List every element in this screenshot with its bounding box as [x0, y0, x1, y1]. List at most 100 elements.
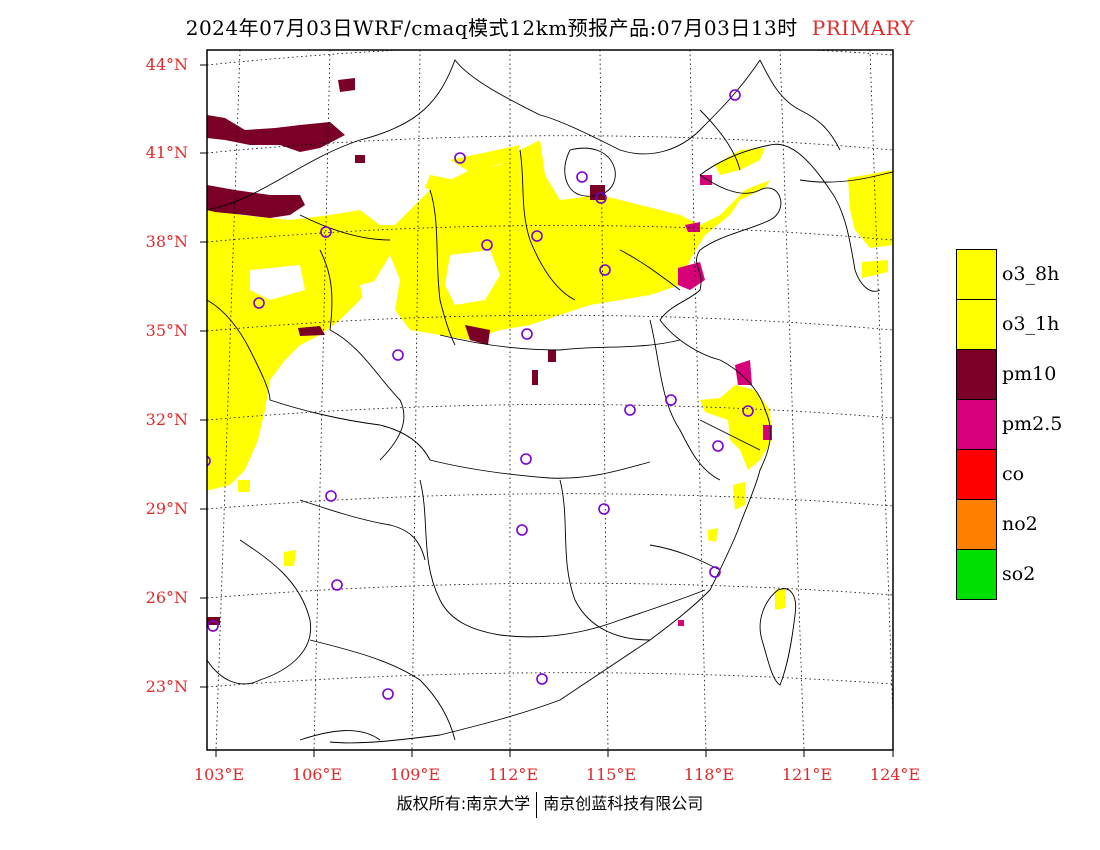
- prov-anhui: [649, 319, 721, 481]
- pm10-patch-5: [465, 325, 490, 345]
- station-marker: [595, 192, 607, 204]
- prov-jiangxi: [559, 479, 651, 641]
- station-marker: [207, 455, 211, 467]
- o3-region-fujian: [708, 528, 718, 542]
- hainan-hint: [299, 730, 381, 741]
- station-marker: [729, 89, 741, 101]
- station-marker: [576, 171, 588, 183]
- pm10-region-mongolia-north: [207, 115, 345, 152]
- station-marker: [392, 349, 404, 361]
- legend-item-so2: so2: [956, 549, 1096, 600]
- station-marker: [598, 503, 610, 515]
- copyright-owner: 版权所有:南京大学: [396, 794, 531, 813]
- station-marker: [320, 226, 332, 238]
- o3-region-taiwan: [775, 588, 785, 610]
- legend-swatch: [956, 349, 997, 400]
- lat-label: 44°N: [145, 55, 188, 74]
- prov-jiangsu-zhejiang: [699, 419, 761, 451]
- prov-hebei: [519, 149, 576, 301]
- lat-label: 38°N: [145, 232, 188, 251]
- legend-swatch: [956, 399, 997, 450]
- prov-yunnan: [207, 539, 312, 685]
- prov-guangxi-coast: [309, 639, 456, 741]
- lat-label: 29°N: [145, 499, 188, 518]
- legend-item-pm25: pm2.5: [956, 399, 1096, 450]
- prov-henan-hubei: [439, 334, 681, 351]
- lat-label: 41°N: [145, 143, 188, 162]
- o3-region-north-patch: [425, 175, 455, 195]
- station-marker: [520, 453, 532, 465]
- prov-qinghai-gansu: [207, 299, 271, 401]
- axis-ticks: [200, 64, 894, 757]
- prov-jilin: [759, 59, 841, 151]
- prov-liaoning: [699, 109, 741, 171]
- pm25-patch-1: [685, 222, 700, 232]
- pm10-patch-6: [548, 350, 556, 362]
- lon-label: 112°E: [487, 765, 539, 784]
- station-marker: [624, 404, 636, 416]
- pm25-region-jiangsu: [735, 360, 752, 385]
- prov-fujian: [649, 544, 721, 571]
- station-marker: [709, 566, 721, 578]
- pm25-region-shanghai: [763, 425, 772, 440]
- prov-guangdong: [499, 589, 706, 638]
- taiwan-island: [759, 588, 797, 686]
- lat-label: 35°N: [145, 321, 188, 340]
- station-marker: [331, 579, 343, 591]
- lat-label: 32°N: [145, 410, 188, 429]
- pm10-patch-7: [532, 370, 538, 385]
- station-marker: [481, 239, 493, 251]
- prov-shanxi: [429, 189, 456, 346]
- legend-item-co: co: [956, 449, 1096, 500]
- prov-shaanxi: [329, 329, 405, 461]
- national-border-north: [207, 59, 761, 211]
- o3-region-zhejiang: [733, 482, 745, 510]
- boundary-lines: [207, 59, 893, 744]
- legend-swatch: [956, 499, 997, 550]
- pm10-patch-1: [338, 78, 355, 92]
- legend-label: pm10: [1002, 363, 1057, 385]
- pm10-patch-4: [298, 326, 325, 336]
- prov-inner-mongolia: [299, 214, 391, 241]
- map-frame: [206, 49, 894, 751]
- o3-region-yangtze-delta: [700, 385, 772, 470]
- o3-region-northeast-coast: [715, 148, 765, 175]
- korea-coast: [799, 171, 893, 183]
- prov-beijing-ring: [564, 147, 616, 197]
- pm10-region-mongolia-west: [207, 185, 305, 218]
- copyright-company: 南京创蓝科技有限公司: [543, 794, 704, 813]
- prov-sichuan: [269, 399, 431, 461]
- o3-region-korea: [848, 170, 893, 248]
- o3-region-west: [207, 205, 395, 490]
- station-marker: [665, 394, 677, 406]
- o3-region-korea-south: [862, 260, 888, 278]
- title-text: 2024年07月03日WRF/cmaq模式12km预报产品:07月03日13时: [185, 16, 798, 40]
- legend-item-o3-1h: o3_1h: [956, 299, 1096, 350]
- lon-label: 115°E: [585, 765, 637, 784]
- o3-region-north-china: [390, 140, 770, 340]
- legend-label: o3_1h: [1002, 313, 1060, 335]
- pm10-regions: [207, 78, 605, 625]
- graticule-lat: [207, 50, 893, 688]
- pm10-patch-2: [355, 155, 365, 163]
- legend-item-pm10: pm10: [956, 349, 1096, 400]
- lon-label: 103°E: [193, 765, 245, 784]
- station-marker: [742, 405, 754, 417]
- legend-swatch: [956, 249, 997, 300]
- station-marker: [531, 230, 543, 242]
- legend-swatch: [956, 549, 997, 600]
- prov-hunan-guangxi: [419, 479, 501, 636]
- station-marker: [521, 328, 533, 340]
- footer-divider: [536, 791, 538, 818]
- legend-label: so2: [1002, 563, 1036, 585]
- graticule-lon: [215, 50, 893, 750]
- station-marker: [712, 440, 724, 452]
- station-marker: [599, 264, 611, 276]
- lon-label: 106°E: [291, 765, 343, 784]
- lon-label: 118°E: [683, 765, 735, 784]
- coastline-east: [329, 174, 782, 744]
- primary-label: PRIMARY: [811, 16, 915, 40]
- o3-region-guizhou: [238, 480, 250, 492]
- o3-region-north-patch-2: [450, 145, 520, 172]
